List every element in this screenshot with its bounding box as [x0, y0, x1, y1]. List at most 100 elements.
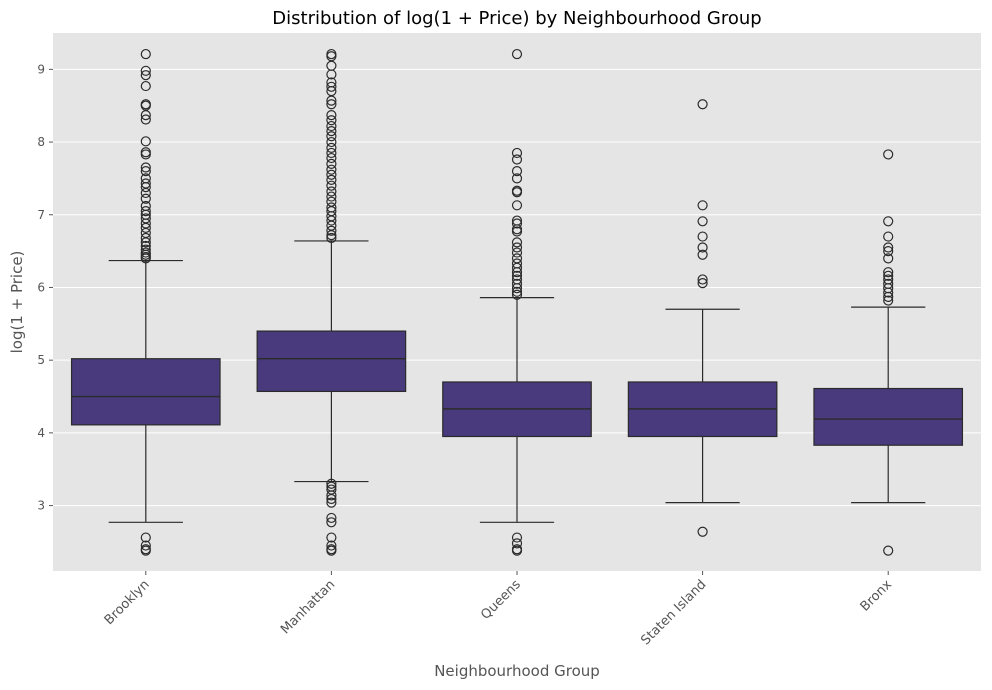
box-group-queens — [442, 48, 592, 556]
outlier-point — [140, 200, 151, 212]
outlier-point — [326, 484, 337, 495]
outlier-point — [326, 186, 337, 197]
outlier-point — [326, 202, 337, 213]
outlier-point — [326, 540, 337, 551]
x-tick-label: Brooklyn — [102, 577, 153, 628]
outlier-point — [326, 512, 337, 524]
outlier-point — [697, 249, 708, 260]
outlier-point — [511, 215, 523, 226]
outlier-point — [511, 154, 523, 165]
outlier-point — [697, 216, 708, 227]
outlier-point — [140, 532, 151, 543]
outlier-point — [511, 247, 523, 258]
outlier-point — [140, 232, 151, 244]
outlier-point — [511, 200, 523, 211]
box-group-bronx — [813, 149, 964, 556]
outlier-point — [883, 545, 894, 556]
outlier-point — [326, 478, 337, 489]
outlier-point — [140, 48, 151, 60]
x-tick-label: Queens — [478, 577, 524, 623]
outlier-point — [511, 173, 523, 184]
outlier-point — [140, 173, 151, 184]
outlier-point — [326, 180, 337, 191]
outlier-point — [140, 206, 151, 217]
outlier-point — [511, 147, 523, 159]
outlier-point — [697, 277, 708, 289]
outlier-point — [511, 289, 523, 300]
outlier-point — [326, 152, 337, 164]
outlier-point — [883, 278, 894, 289]
y-tick-label: 8 — [37, 135, 45, 149]
outlier-point — [326, 169, 337, 180]
x-tick-label: Bronx — [858, 577, 896, 615]
outlier-point — [511, 218, 523, 229]
outlier-point — [326, 158, 337, 169]
outlier-point — [883, 253, 894, 264]
outlier-point — [511, 270, 523, 281]
outlier-point — [326, 77, 337, 88]
outlier-point — [140, 114, 151, 125]
outlier-point — [697, 200, 708, 211]
outlier-point — [140, 213, 151, 224]
outlier-point — [140, 544, 151, 555]
outlier-point — [326, 120, 337, 132]
outlier-point — [883, 267, 894, 278]
outlier-point — [140, 99, 151, 110]
iqr-box — [256, 330, 407, 393]
y-tick-label: 3 — [37, 499, 45, 513]
outlier-point — [697, 274, 708, 285]
outlier-point — [326, 99, 337, 110]
box-group-manhattan — [256, 48, 407, 556]
outlier-point — [326, 48, 337, 60]
outlier-point — [326, 532, 337, 543]
box-group-brooklyn — [70, 48, 221, 556]
outlier-point — [326, 147, 337, 159]
box-group-staten-island — [627, 99, 778, 537]
outlier-point — [326, 81, 337, 92]
outlier-point — [140, 247, 151, 258]
outlier-point — [140, 240, 151, 252]
outlier-point — [140, 80, 151, 92]
outlier-point — [140, 162, 151, 173]
outlier-point — [140, 65, 151, 76]
y-tick-label: 5 — [37, 353, 45, 367]
outlier-point — [140, 70, 151, 81]
outlier-point — [140, 166, 151, 177]
outlier-point — [883, 149, 894, 160]
outlier-point — [511, 166, 523, 177]
outlier-point — [511, 253, 523, 264]
outlier-point — [511, 242, 523, 253]
outlier-point — [326, 115, 337, 126]
outlier-point — [511, 48, 523, 60]
outlier-point — [140, 244, 151, 255]
outlier-point — [883, 295, 894, 306]
outlier-point — [326, 126, 337, 137]
outlier-point — [140, 147, 151, 158]
chart-title: Distribution of log(1 + Price) by Neighb… — [272, 8, 761, 29]
outlier-point — [697, 99, 708, 110]
outlier-point — [326, 164, 337, 175]
outlier-point — [326, 225, 337, 236]
outlier-point — [883, 274, 894, 285]
outlier-point — [697, 526, 708, 537]
outlier-point — [511, 532, 523, 543]
outlier-point — [511, 538, 523, 549]
outlier-point — [326, 142, 337, 153]
outlier-point — [511, 237, 523, 248]
x-tick-label: Staten Island — [638, 577, 709, 648]
outlier-point — [511, 278, 523, 289]
outlier-point — [883, 242, 894, 253]
outlier-point — [883, 231, 894, 242]
y-tick-label: 9 — [37, 62, 45, 76]
outlier-point — [326, 196, 337, 207]
boxes — [70, 48, 964, 556]
outlier-point — [326, 174, 337, 185]
y-axis-label: log(1 + Price) — [8, 251, 26, 354]
outlier-point — [883, 246, 894, 257]
outlier-point — [511, 544, 523, 555]
outlier-point — [326, 110, 337, 121]
outlier-point — [511, 286, 523, 297]
outlier-point — [883, 216, 894, 227]
outlier-point — [511, 274, 523, 285]
